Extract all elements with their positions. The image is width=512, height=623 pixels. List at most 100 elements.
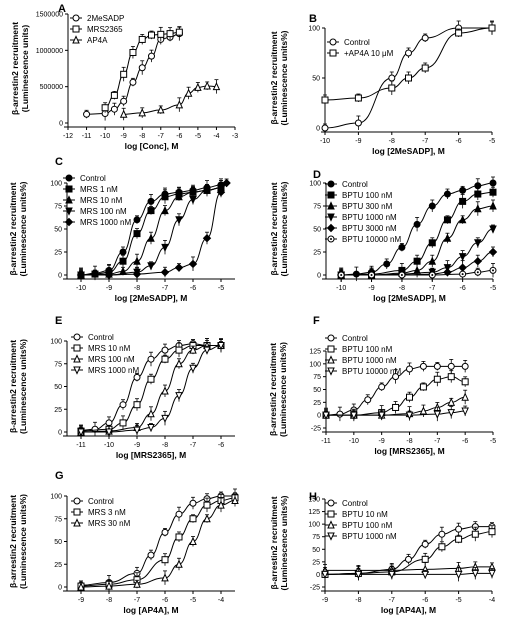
- data-point: [231, 495, 239, 505]
- x-tick-label: -3: [232, 133, 238, 140]
- legend-marker: [329, 49, 337, 57]
- x-tick-label: -6: [422, 597, 428, 604]
- data-point: [175, 100, 184, 109]
- legend-label: MRS 3 nM: [88, 508, 126, 517]
- legend-label: BPTU 1000 nM: [342, 532, 397, 541]
- legend: Control MRS 3 nM MRS 30 nM: [71, 497, 131, 528]
- x-tick-label: -6: [176, 133, 182, 140]
- y-tick-label: 1000000: [36, 48, 63, 55]
- series-0: [322, 358, 469, 422]
- y-axis-label-units: (Luminescence units%): [279, 181, 289, 276]
- data-point: [148, 52, 155, 60]
- data-point: [419, 362, 427, 370]
- x-tick-label: -10: [320, 138, 330, 145]
- data-point: [459, 197, 467, 205]
- legend-marker: [329, 38, 337, 46]
- x-axis-label: log [AP4A], M: [123, 605, 178, 615]
- legend-label: +AP4A 10 μM: [344, 49, 394, 58]
- series-curve: [86, 33, 180, 115]
- data-point: [321, 570, 329, 580]
- x-tick-label: -5: [218, 285, 224, 292]
- panel-letter: B: [309, 13, 317, 25]
- data-point: [405, 411, 414, 420]
- data-point: [461, 378, 469, 386]
- data-point: [189, 345, 197, 354]
- y-axis-label-units: (Luminescence units): [20, 25, 30, 113]
- legend-marker: [327, 532, 335, 541]
- y-axis-label: β-arrestin2 recruitment: [10, 22, 20, 115]
- x-tick-label: -5: [490, 438, 496, 445]
- data-point: [120, 97, 128, 105]
- data-point: [392, 373, 400, 381]
- data-point: [157, 30, 165, 38]
- x-tick-label: -9: [78, 597, 84, 604]
- panel-e: E -11 -10 -9 -8 -7 -6 0 25 50 75 100 log [MRS2365], …: [8, 315, 235, 460]
- legend-marker: [327, 499, 335, 507]
- data-point: [147, 375, 155, 383]
- y-tick-label: 25: [54, 407, 62, 414]
- data-point: [336, 410, 344, 418]
- data-point: [189, 536, 197, 545]
- data-point: [428, 202, 436, 210]
- x-tick-label: -4: [213, 133, 219, 140]
- data-point: [413, 220, 421, 228]
- x-tick-label: -10: [100, 133, 110, 140]
- series-curve: [80, 345, 221, 432]
- data-point: [378, 383, 386, 391]
- legend-marker: [327, 355, 335, 364]
- data-point: [101, 104, 109, 112]
- x-tick-label: -11: [82, 133, 92, 140]
- x-tick-label: -8: [355, 597, 361, 604]
- legend-marker: [73, 354, 81, 363]
- legend-label: MRS 1 nM: [80, 185, 118, 194]
- x-axis-label: log [2MeSADP], M: [115, 293, 188, 303]
- data-point: [474, 190, 482, 198]
- data-point: [421, 34, 429, 42]
- data-point: [133, 373, 141, 381]
- legend-label: BPTU 1000 nM: [342, 356, 397, 365]
- data-point: [175, 192, 183, 201]
- data-point: [175, 28, 183, 36]
- y-axis-label: β-arrestin2 recruitment: [8, 340, 18, 433]
- data-point: [132, 269, 142, 279]
- data-point: [189, 499, 197, 507]
- y-tick-label: 50: [54, 227, 62, 234]
- legend-marker: [73, 518, 81, 527]
- data-point: [406, 365, 413, 373]
- y-tick-label: 0: [317, 273, 321, 280]
- y-axis-label-units: (Luminescence units%): [279, 30, 289, 125]
- y-tick-label: 0: [59, 121, 63, 128]
- data-point: [147, 207, 155, 215]
- x-tick-label: -8: [162, 442, 168, 449]
- data-point: [489, 201, 497, 210]
- y-tick-label: 0: [58, 585, 62, 592]
- series-2: [77, 494, 239, 593]
- series-0: [77, 338, 225, 437]
- panel-a: A -12 -11 -10 -9 -8 -7 -6 -5 -4 -3 0 500000 1000000 15…: [10, 3, 238, 151]
- y-tick-label: 0: [317, 413, 321, 420]
- data-point: [474, 239, 482, 248]
- legend-marker: [72, 25, 80, 33]
- data-point: [119, 419, 127, 427]
- x-tick-label: -9: [134, 442, 140, 449]
- panel-letter: H: [309, 491, 317, 503]
- data-point: [438, 543, 446, 551]
- x-tick-label: -9: [106, 285, 112, 292]
- series-5: [337, 262, 497, 282]
- legend: Control BPTU 100 nM BPTU 1000 nM BPTU 10000…: [325, 334, 401, 376]
- data-point: [133, 579, 141, 588]
- legend-label: BPTU 100 nM: [342, 521, 393, 530]
- x-axis-label: log [AP4A], M: [381, 605, 436, 615]
- data-point: [473, 256, 483, 266]
- x-tick-label: -10: [76, 285, 86, 292]
- x-tick-label: -7: [190, 442, 196, 449]
- y-axis-label: β-arrestin2 recruitment: [269, 182, 279, 275]
- y-tick-label: 75: [54, 516, 62, 523]
- data-point: [447, 362, 455, 370]
- data-point: [119, 257, 127, 265]
- legend-label: Control: [88, 497, 114, 506]
- x-tick-label: -6: [455, 138, 461, 145]
- y-tick-label: 50: [54, 384, 62, 391]
- data-point: [184, 88, 193, 97]
- y-tick-label: 0: [58, 273, 62, 280]
